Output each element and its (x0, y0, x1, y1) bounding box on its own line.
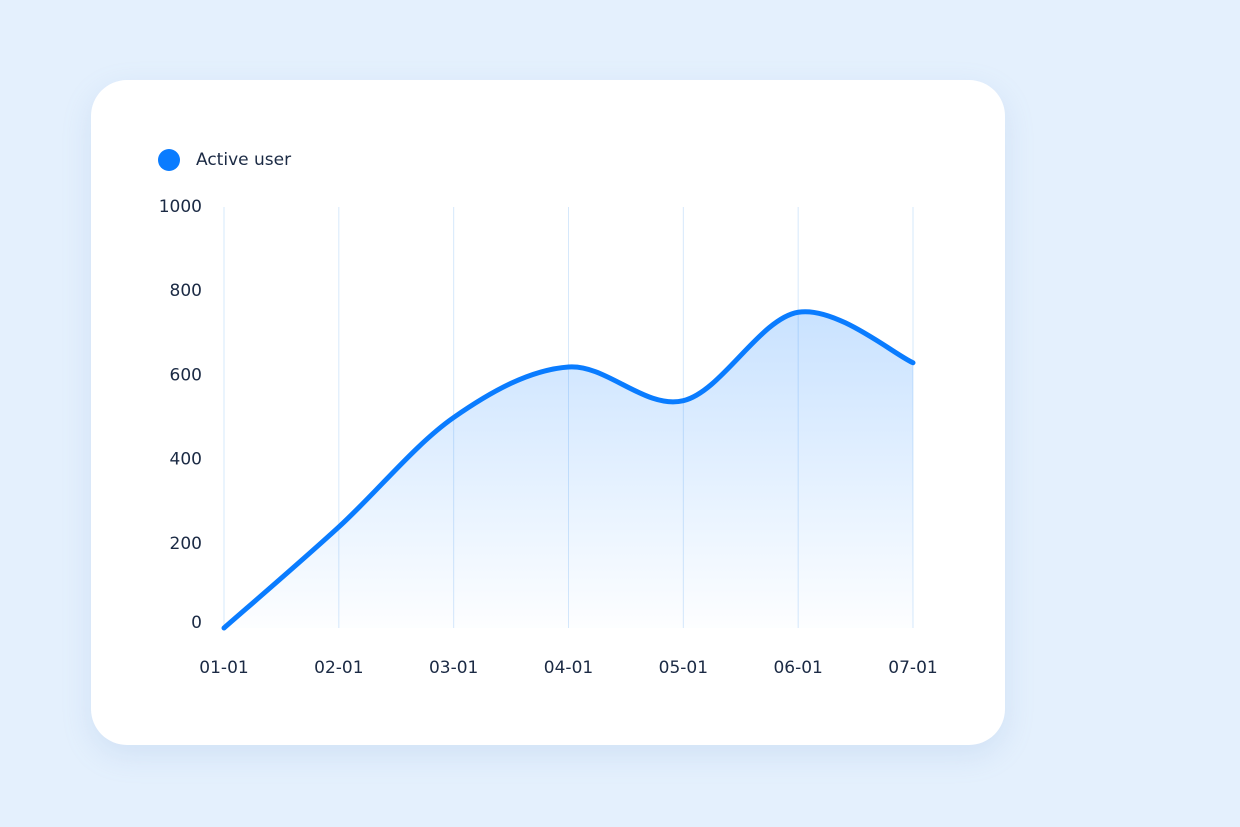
y-tick-label: 800 (170, 281, 202, 301)
y-tick-label: 600 (170, 365, 202, 385)
line (221, 309, 916, 631)
y-tick-label: 0 (191, 613, 202, 633)
y-tick-label: 200 (170, 534, 202, 554)
legend-label: Active user (196, 150, 291, 170)
x-tick-label: 07-01 (888, 658, 937, 678)
y-tick-label: 400 (170, 450, 202, 470)
x-tick-label: 06-01 (773, 658, 822, 678)
x-tick-label: 03-01 (429, 658, 478, 678)
x-tick-label: 01-01 (199, 658, 248, 678)
legend-marker (158, 149, 180, 171)
area (224, 311, 913, 628)
x-tick-label: 02-01 (314, 658, 363, 678)
x-tick-label: 04-01 (544, 658, 593, 678)
x-tick-label: 05-01 (659, 658, 708, 678)
y-tick-label: 1000 (159, 197, 202, 217)
